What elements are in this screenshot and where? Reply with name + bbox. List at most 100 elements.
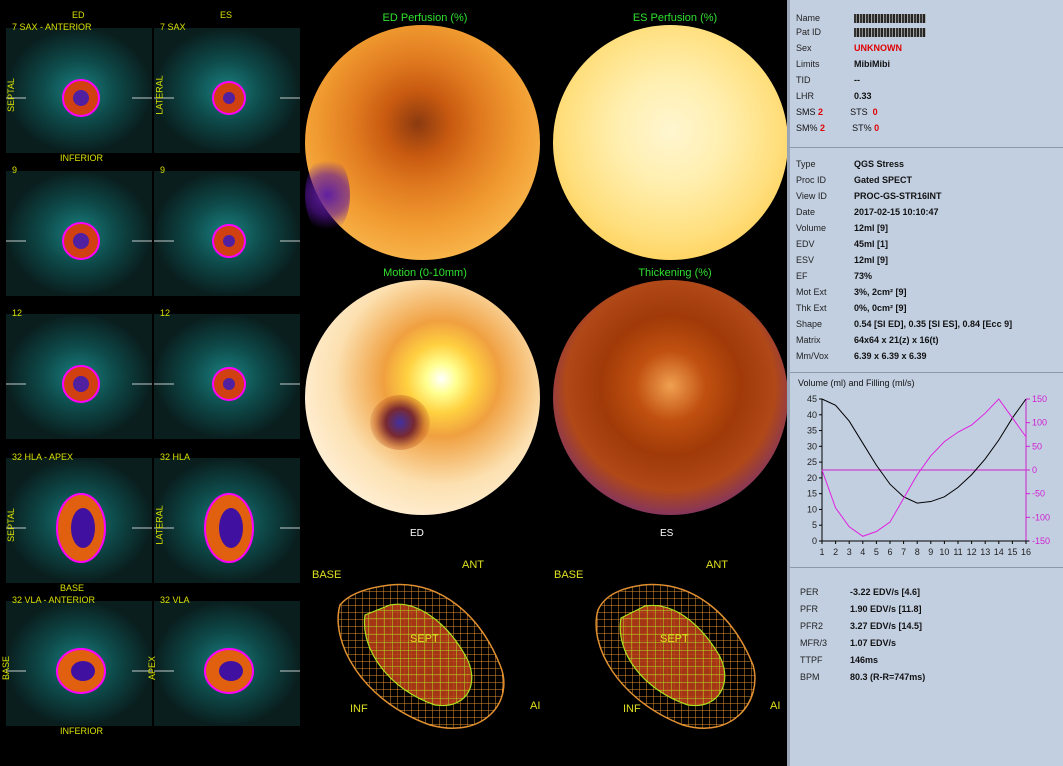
thickening-polar-map[interactable] [553,280,788,515]
slice-label-ed: 12 [12,308,23,318]
study-row: Proc ID Gated SPECT [796,174,912,187]
filling-value: 3.27 EDV/s [14.5] [850,621,923,631]
stp-label: ST% [852,123,872,133]
study-value: QGS Stress [854,159,905,169]
volume-curve [821,398,1027,504]
filling-row: BPM 80.3 (R-R=747ms) [800,671,925,684]
left-tick-label: 25 [807,457,817,467]
slice-label-es: 7 SAX [160,22,186,32]
volume-chart-section: Volume (ml) and Filling (ml/s) 0 5 10 15 20 2… [790,373,1063,568]
study-row: Volume 12ml [9] [796,222,888,235]
mesh-ai-label: AI [770,700,781,712]
right-tick-label: 100 [1032,418,1047,428]
lhr-label: LHR [796,91,815,101]
patid-label: Pat ID [796,27,822,37]
right-tick-label: -50 [1032,489,1045,499]
x-tick-label: 15 [1007,547,1017,557]
smp-value: 2 [820,123,826,133]
slice-label-es: 32 VLA [160,595,190,605]
ed-slice-tile[interactable] [6,314,152,439]
orientation-label: SEPTAL [5,78,16,112]
filling-label: MFR/3 [800,638,827,648]
x-tick-label: 13 [980,547,990,557]
es-perfusion-polar-map[interactable] [553,25,788,260]
study-row: View ID PROC-GS-STR16INT [796,190,942,203]
filling-value: 1.90 EDV/s [11.8] [850,604,922,614]
es-label: ES [660,528,674,539]
mesh-view-es[interactable]: BASE ANT INF AI SEPT [548,555,780,755]
ed-slice-tile[interactable] [6,171,152,296]
mesh-sept-label: SEPT [410,633,439,645]
ed-slice-tile[interactable] [6,458,152,583]
study-value: 3%, 2cm² [9] [854,287,907,297]
sex-label: Sex [796,43,812,53]
study-value: 73% [854,271,873,281]
filling-row: MFR/3 1.07 EDV/s [800,637,896,650]
study-row: Shape 0.54 [SI ED], 0.35 [SI ES], 0.84 [E… [796,318,1012,331]
study-label: Mm/Vox [796,351,829,361]
right-tick-label: -100 [1032,512,1050,522]
lv-mesh-es [595,583,756,729]
tid-value: -- [854,75,860,85]
left-tick-label: 5 [812,520,817,530]
filling-label: TTPF [800,655,823,665]
study-row: Date 2017-02-15 10:10:47 [796,206,939,219]
name-label: Name [796,13,821,23]
sts-value: 0 [872,107,878,117]
study-label: Date [796,207,816,217]
x-tick-label: 14 [994,547,1004,557]
x-tick-label: 6 [887,547,892,557]
study-label: Volume [796,223,827,233]
filling-label: BPM [800,672,820,682]
slice-label-ed: 7 SAX - ANTERIOR [12,22,92,32]
right-tick-label: 150 [1032,394,1047,404]
left-tick-label: 45 [807,394,817,404]
x-tick-label: 3 [847,547,852,557]
study-label: Shape [796,319,823,329]
filling-value: 1.07 EDV/s [850,638,897,648]
ed-perfusion-polar-map[interactable] [305,25,540,260]
es-slice-tile[interactable] [154,314,300,439]
study-value: 64x64 x 21(z) x 16(t) [854,335,939,345]
study-row: Type QGS Stress [796,158,904,171]
slice-label-ed: 32 VLA - ANTERIOR [12,595,96,605]
x-tick-label: 5 [874,547,879,557]
slice-label-es: 32 HLA [160,452,191,462]
filling-label: PFR [800,604,818,614]
es-slice-tile[interactable] [154,601,300,726]
x-tick-label: 16 [1021,547,1031,557]
mesh-view-ed[interactable]: BASE ANT INF AI SEPT [300,555,550,755]
motion-polar-map[interactable] [305,280,540,515]
study-row: EF 73% [796,270,872,283]
filling-section: PER -3.22 EDV/s [4.6] PFR 1.90 EDV/s [11.8]… [790,568,1063,766]
study-label: View ID [796,191,827,201]
es-perfusion-title: ES Perfusion (%) [632,12,718,24]
orientation-label: SEPTAL [5,508,16,542]
es-slice-tile[interactable] [154,458,300,583]
es-slice-tile[interactable] [154,171,300,296]
orientation-label: LATERAL [154,75,165,115]
orientation-label-bottom: INFERIOR [60,153,104,163]
mesh-inf-label: INF [350,703,368,715]
ed-slice-tile[interactable] [6,601,152,726]
results-panel: Name Pat ID Sex UNKNOWN Limits MibiMibi TI… [787,0,1063,766]
ed-slice-tile[interactable] [6,28,152,153]
stp-value: 0 [874,123,880,133]
study-value: 12ml [9] [854,223,889,233]
study-label: Type [796,159,816,169]
filling-value: 80.3 (R-R=747ms) [850,672,926,682]
study-row: Mot Ext 3%, 2cm² [9] [796,286,907,299]
study-row: ESV 12ml [9] [796,254,888,267]
study-row: EDV 45ml [1] [796,238,888,251]
mesh-ant-label: ANT [706,559,728,571]
mesh-inf-label: INF [623,703,641,715]
orientation-label: LATERAL [154,505,165,545]
chart-title: Volume (ml) and Filling (ml/s) [798,378,915,388]
ed-label: ED [410,528,424,539]
filling-curve [821,398,1027,537]
x-tick-label: 7 [901,547,906,557]
slice-label-es: 9 [160,165,166,175]
filling-value: -3.22 EDV/s [4.6] [850,587,921,597]
es-slice-tile[interactable] [154,28,300,153]
